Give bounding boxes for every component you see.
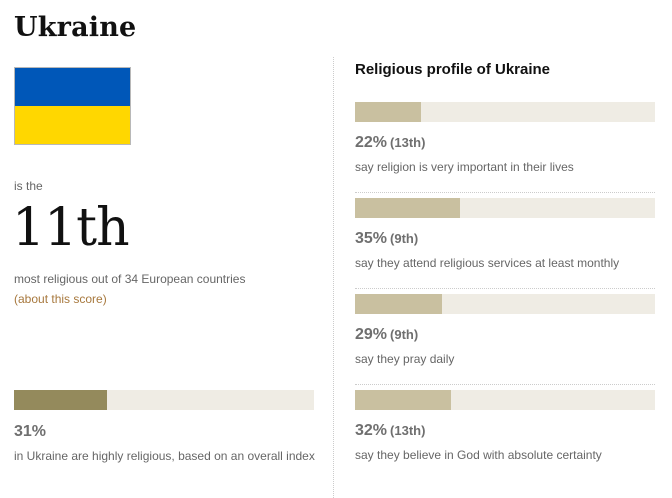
bar-track [355,390,655,410]
bar [355,198,460,218]
bar-description: say they believe in God with absolute ce… [355,448,602,462]
bar-description: say religion is very important in their … [355,160,574,174]
bar-track [355,198,655,218]
bar-value-line: 32% (13th) [355,422,425,440]
bar-value-label: 22% [355,134,388,151]
about-score-link[interactable]: (about this score) [14,292,107,306]
bar-value-line: 35% (9th) [355,230,418,248]
index-bar-track [14,390,314,410]
flag-stripe-yellow [15,106,130,144]
rank-prefix: is the [14,179,43,193]
flag-stripe-blue [15,68,130,106]
bar-value-line: 22% (13th) [355,134,425,152]
metric-separator [355,288,655,289]
ukraine-flag-icon [14,67,131,145]
bar-description: say they attend religious services at le… [355,256,620,270]
index-description: in Ukraine are highly religious, based o… [14,449,315,463]
profile-heading: Religious profile of Ukraine [355,61,551,78]
bar-track [355,294,655,314]
bar [355,294,442,314]
rank-description: most religious out of 34 European countr… [14,272,246,286]
column-divider [333,57,334,498]
page-title: Ukraine [14,12,137,43]
index-bar-fill [14,390,107,410]
metric-separator [355,384,655,385]
bar-track [355,102,655,122]
bar-value-label: 29% [355,326,388,343]
bar-value-line: 29% (9th) [355,326,418,344]
bar-rank-label: (9th) [390,327,419,342]
bar-value-label: 35% [355,230,388,247]
rank-value: 11th [12,198,130,258]
bar-description: say they pray daily [355,352,455,366]
bar-rank-label: (9th) [390,231,419,246]
index-percentage: 31% [14,423,47,440]
bar [355,390,451,410]
bar-value-label: 32% [355,422,388,439]
metric-separator [355,192,655,193]
bar-rank-label: (13th) [390,423,426,438]
bar [355,102,421,122]
bar-rank-label: (13th) [390,135,426,150]
